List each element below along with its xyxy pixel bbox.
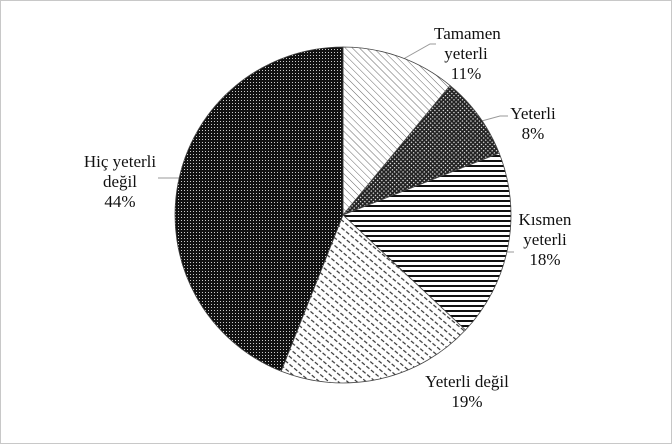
- slice-label: Hiç yeterli değil 44%: [70, 152, 170, 212]
- pie-slice: [280, 214, 467, 384]
- category-label: Tamamen yeterli: [434, 24, 501, 63]
- category-label: Yeterli değil: [425, 372, 509, 391]
- slice-label: Yeterli değil 19%: [392, 372, 542, 412]
- leaders: [158, 43, 514, 253]
- value-label: 18%: [529, 250, 561, 269]
- value-label: 44%: [104, 192, 136, 211]
- pie-slice: [174, 46, 344, 372]
- value-label: 8%: [521, 124, 545, 143]
- pie-slice: [342, 46, 451, 217]
- slice-label: Yeterli 8%: [508, 104, 558, 144]
- category-label: Hiç yeterli değil: [83, 152, 157, 191]
- value-label: 19%: [451, 392, 483, 411]
- pie-slice: [342, 152, 512, 331]
- category-label: Kısmen yeterli: [518, 210, 572, 249]
- slice-label: Tamamen yeterli 11%: [434, 24, 501, 84]
- category-label: Yeterli: [510, 104, 556, 123]
- value-label: 11%: [450, 64, 482, 83]
- slice-label: Kısmen yeterli 18%: [510, 210, 580, 270]
